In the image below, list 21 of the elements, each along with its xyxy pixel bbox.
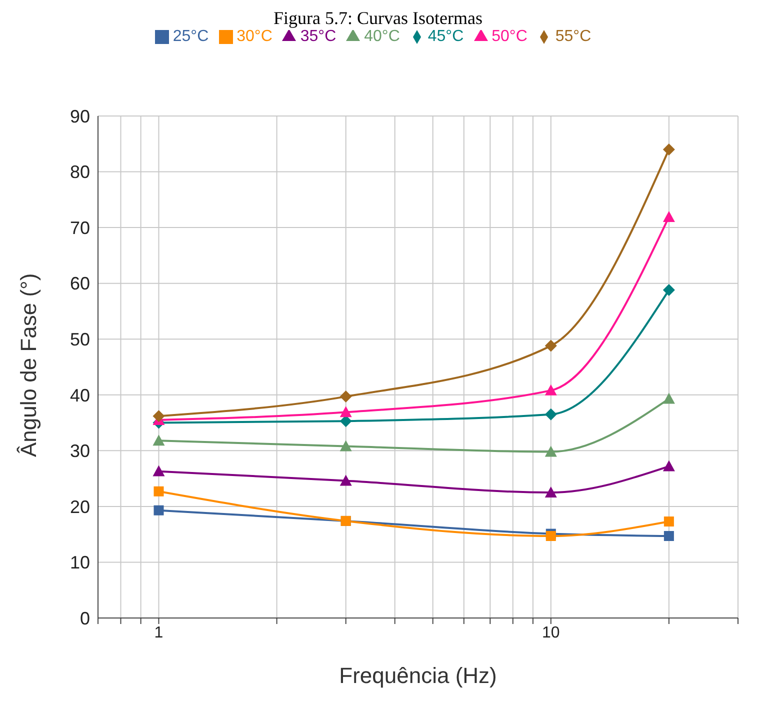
y-tick-label: 30 xyxy=(70,441,90,462)
y-tick-label: 20 xyxy=(70,496,90,517)
y-tick-label: 80 xyxy=(70,162,90,182)
y-tick-label: 90 xyxy=(70,106,90,126)
legend-label: 55°C xyxy=(555,28,592,45)
y-tick-label: 60 xyxy=(70,274,90,294)
x-axis-title: Frequência (Hz) xyxy=(339,663,497,688)
legend-label: 30°C xyxy=(236,28,272,45)
y-tick-label: 70 xyxy=(70,218,90,238)
chart-title: Figura 5.7: Curvas Isotermas xyxy=(272,8,484,28)
y-axis-title: Ângulo de Fase (°) xyxy=(16,273,41,457)
y-tick-label: 0 xyxy=(80,608,90,628)
x-tick-label: 1 xyxy=(154,624,164,642)
legend-label: 25°C xyxy=(172,28,209,45)
y-tick-label: 50 xyxy=(70,330,90,350)
legend-label: 45°C xyxy=(428,28,464,45)
legend-label: 50°C xyxy=(492,28,528,45)
y-tick-label: 40 xyxy=(70,385,90,406)
y-tick-label: 10 xyxy=(70,552,90,573)
legend-label: 35°C xyxy=(300,28,336,45)
legend-label: 40°C xyxy=(364,28,400,45)
